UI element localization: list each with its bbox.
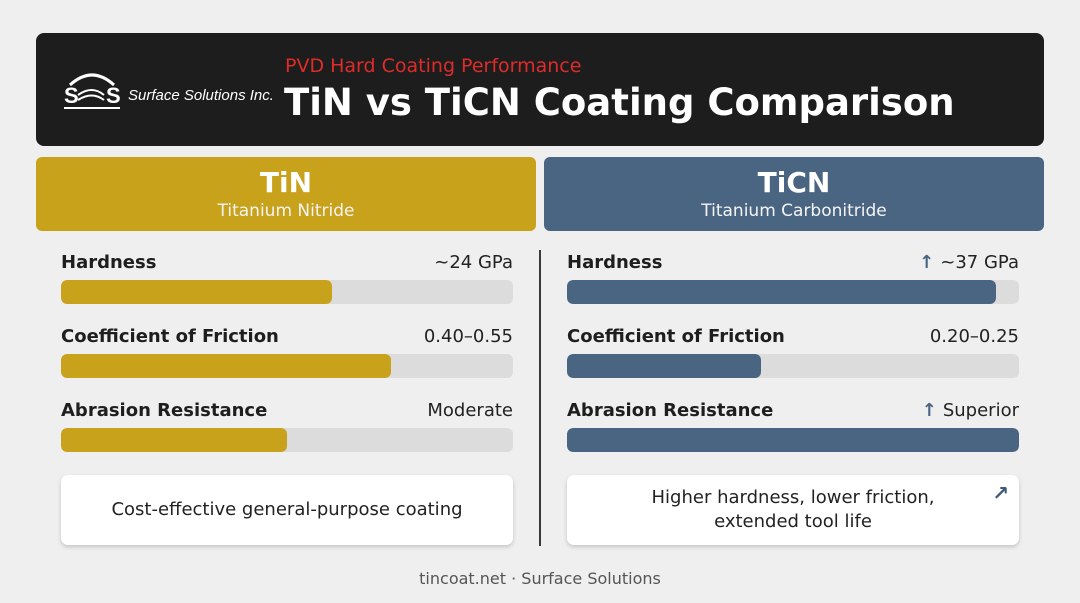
ticn-column-header: TiCN Titanium Carbonitride	[544, 157, 1044, 231]
ticn-hardness-bar	[567, 280, 1019, 304]
ticn-hardness-label: Hardness	[567, 252, 663, 273]
tin-column-header: TiN Titanium Nitride	[36, 157, 536, 231]
ticn-abrasion-label: Abrasion Resistance	[567, 400, 774, 421]
tin-full-name: Titanium Nitride	[217, 201, 355, 221]
tin-friction-value: 0.40–0.55	[423, 326, 513, 347]
tin-friction-label: Coefficient of Friction	[61, 326, 279, 347]
tin-hardness-fill	[61, 280, 333, 304]
tin-abrasion-bar	[61, 428, 513, 452]
ticn-friction-value: 0.20–0.25	[929, 326, 1019, 347]
logo-text: Surface Solutions Inc.	[128, 87, 274, 104]
logo-mark-icon: S S	[64, 73, 121, 109]
svg-text:S: S	[106, 83, 121, 108]
tin-friction-fill	[61, 354, 391, 378]
tin-note-text: Cost-effective general-purpose coating	[111, 499, 463, 520]
page-title: TiN vs TiCN Coating Comparison	[284, 81, 955, 124]
ticn-name: TiCN	[757, 166, 831, 199]
tin-abrasion-fill	[61, 428, 287, 452]
arrow-up-right-icon: ↗	[992, 481, 1009, 505]
ticn-friction-label: Coefficient of Friction	[567, 326, 785, 347]
tin-name: TiN	[259, 166, 313, 199]
arrow-up-icon: ↑	[919, 252, 935, 273]
ticn-note-card: ↗ Higher hardness, lower friction, exten…	[567, 475, 1019, 545]
tin-abrasion-label: Abrasion Resistance	[61, 400, 268, 421]
tin-hardness-value: ~24 GPa	[434, 252, 513, 273]
ticn-abrasion-bar	[567, 428, 1019, 452]
svg-text:S: S	[64, 83, 79, 108]
ticn-friction-bar	[567, 354, 1019, 378]
column-divider	[539, 250, 541, 546]
ticn-hardness-value: ↑ ~37 GPa	[919, 252, 1019, 273]
tin-friction-bar	[61, 354, 513, 378]
ticn-note-text: Higher hardness, lower friction, extende…	[651, 487, 935, 532]
tin-hardness-bar	[61, 280, 513, 304]
footer-text: tincoat.net · Surface Solutions	[419, 569, 661, 588]
page-subtitle: PVD Hard Coating Performance	[285, 55, 582, 77]
ticn-abrasion-fill	[567, 428, 1019, 452]
arrow-up-icon: ↑	[921, 400, 937, 421]
tin-abrasion-value: Moderate	[427, 400, 513, 421]
ticn-hardness-fill	[567, 280, 997, 304]
ticn-abrasion-value: ↑ Superior	[921, 400, 1019, 421]
company-logo: S S Surface Solutions Inc.	[58, 67, 298, 117]
tin-hardness-label: Hardness	[61, 252, 157, 273]
tin-note-card: Cost-effective general-purpose coating	[61, 475, 513, 545]
ticn-full-name: Titanium Carbonitride	[701, 201, 887, 221]
header-banner: S S Surface Solutions Inc. PVD Hard Coat…	[36, 33, 1044, 146]
ticn-friction-fill	[567, 354, 762, 378]
